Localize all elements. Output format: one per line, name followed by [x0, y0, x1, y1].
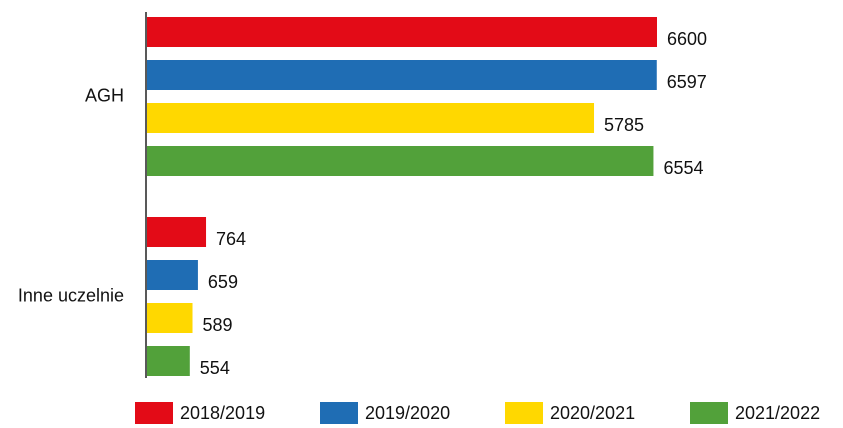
bar: [147, 146, 654, 176]
bar: [147, 60, 657, 90]
bar: [147, 17, 657, 47]
bar: [147, 346, 190, 376]
value-label: 6600: [667, 29, 707, 49]
value-label: 554: [200, 358, 230, 378]
legend-label: 2020/2021: [550, 403, 635, 423]
legend-swatch: [690, 402, 728, 424]
value-label: 6554: [663, 158, 703, 178]
category-label: Inne uczelnie: [18, 285, 124, 305]
bar: [147, 260, 198, 290]
legend-label: 2019/2020: [365, 403, 450, 423]
legend-label: 2018/2019: [180, 403, 265, 423]
bar: [147, 217, 207, 247]
legend-label: 2021/2022: [735, 403, 820, 423]
value-label: 589: [203, 315, 233, 335]
value-label: 764: [216, 229, 246, 249]
value-label: 5785: [604, 115, 644, 135]
legend-swatch: [505, 402, 543, 424]
legend-swatch: [135, 402, 173, 424]
legend-swatch: [320, 402, 358, 424]
category-label: AGH: [85, 85, 124, 105]
bar: [147, 303, 193, 333]
value-label: 6597: [667, 72, 707, 92]
value-label: 659: [208, 272, 238, 292]
bar: [147, 103, 595, 133]
